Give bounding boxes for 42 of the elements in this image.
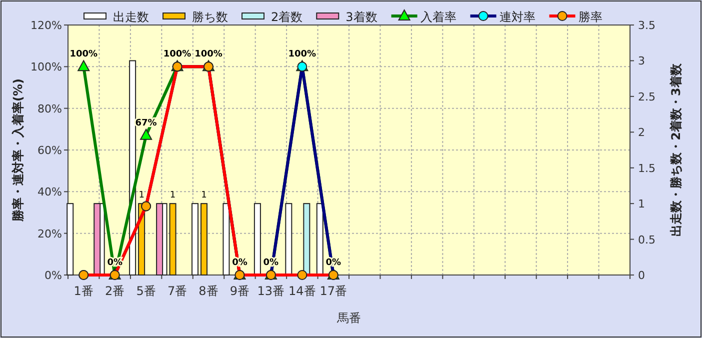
legend-label: 入着率 [420, 10, 456, 24]
x-tick-label: 13番 [257, 284, 285, 298]
y-tick-label: 60% [38, 144, 62, 157]
x-tick-label: 17番 [320, 284, 348, 298]
y-tick-label: 120% [30, 19, 62, 32]
y-axis-title: 勝率・連対率・入着率(%) [11, 78, 25, 222]
data-label: 0% [107, 258, 122, 268]
y2-tick-label: 1.5 [638, 162, 656, 175]
x-tick-label: 2番 [105, 284, 125, 298]
y2-tick-label: 0.5 [638, 233, 656, 246]
legend-label: 出走数 [113, 10, 149, 24]
x-tick-label: 1番 [74, 284, 94, 298]
y2-tick-label: 3.5 [638, 19, 656, 32]
data-label: 100% [70, 50, 98, 60]
legend-label: 勝率 [578, 10, 602, 24]
y2-tick-label: 1 [638, 198, 645, 211]
y2-tick-label: 2.5 [638, 90, 656, 104]
y-tick-label: 100% [30, 60, 62, 74]
x-tick-label: 5番 [136, 284, 156, 298]
y-tick-label: 20% [38, 227, 62, 240]
x-tick-label: 8番 [198, 284, 218, 298]
y-tick-label: 40% [38, 186, 62, 199]
y2-axis-title: 出走数・勝ち数・2着数・3着数 [669, 62, 683, 236]
y-tick-label: 80% [38, 102, 62, 116]
y2-tick-label: 2 [638, 126, 645, 140]
legend-label: 連対率 [499, 10, 536, 24]
y2-tick-label: 3 [638, 54, 645, 68]
legend-label: 2着数 [271, 10, 303, 24]
legend-label: 3着数 [346, 10, 378, 24]
x-tick-label: 7番 [167, 284, 188, 298]
y2-tick-label: 0 [638, 269, 645, 282]
data-label: 1 [138, 190, 144, 201]
data-label: 100% [163, 50, 192, 60]
data-label: 1 [201, 190, 207, 201]
legend-label: 勝ち数 [192, 10, 228, 24]
data-label: 100% [288, 50, 316, 60]
data-label: 1 [170, 190, 176, 201]
x-tick-label: 9番 [230, 284, 250, 298]
y-tick-label: 0% [44, 269, 62, 282]
x-tick-label: 14番 [288, 284, 316, 298]
x-axis-title: 馬番 [336, 311, 361, 325]
data-label: 100% [194, 50, 222, 60]
